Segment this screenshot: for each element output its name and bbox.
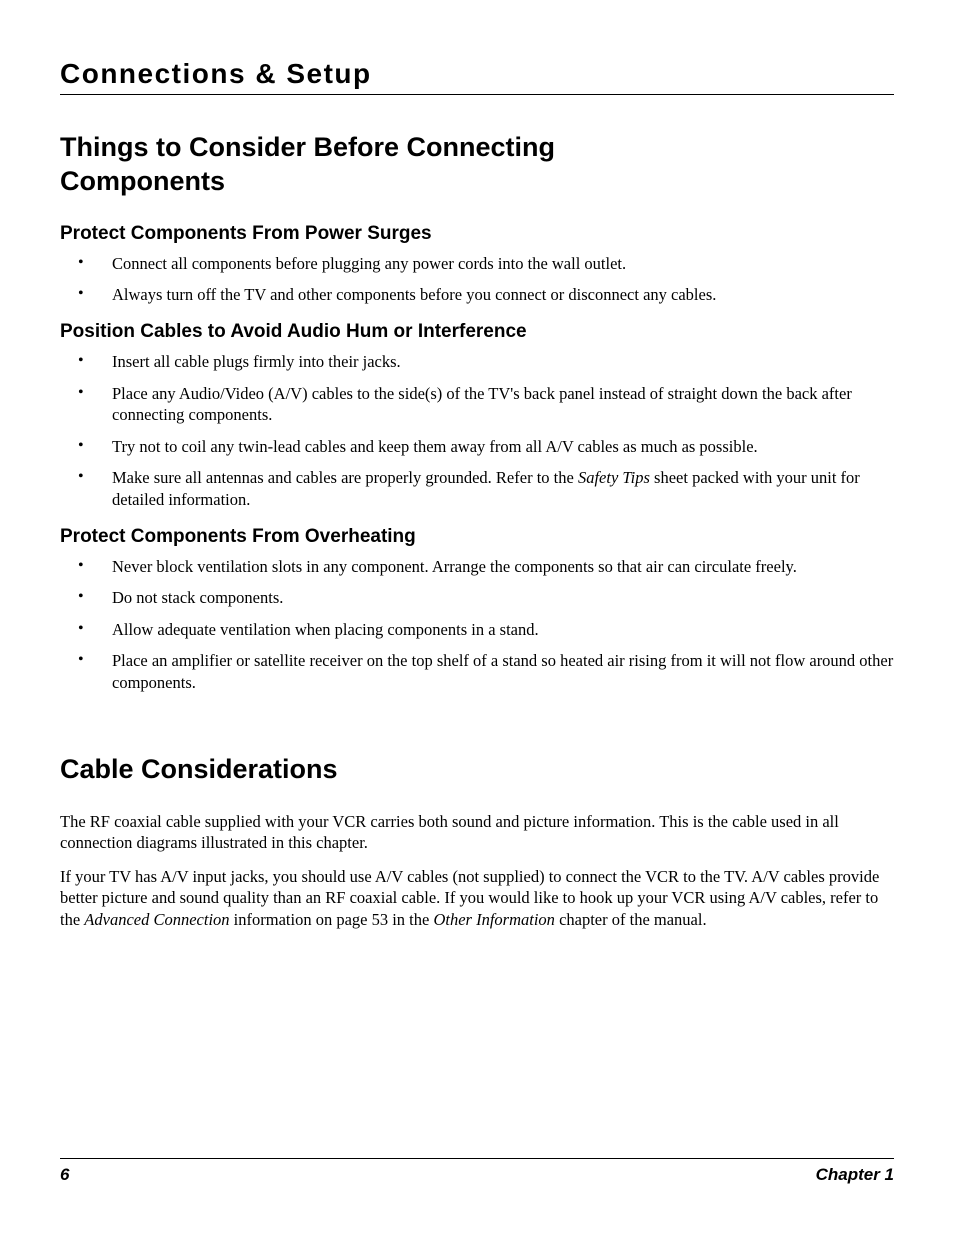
footer-rule bbox=[60, 1158, 894, 1159]
list-item: Never block ventilation slots in any com… bbox=[60, 556, 894, 577]
list-item: Place an amplifier or satellite receiver… bbox=[60, 650, 894, 693]
list-item: Connect all components before plugging a… bbox=[60, 253, 894, 274]
list-item: Make sure all antennas and cables are pr… bbox=[60, 467, 894, 510]
sub3-title: Protect Components From Overheating bbox=[60, 526, 894, 548]
section2-para2: If your TV has A/V input jacks, you shou… bbox=[60, 866, 894, 930]
list-item: Allow adequate ventilation when placing … bbox=[60, 619, 894, 640]
list-item: Do not stack components. bbox=[60, 587, 894, 608]
chapter-header: Connections & Setup bbox=[60, 58, 894, 90]
list-item: Always turn off the TV and other compone… bbox=[60, 284, 894, 305]
list-item: Try not to coil any twin-lead cables and… bbox=[60, 436, 894, 457]
page-number: 6 bbox=[60, 1165, 69, 1185]
sub1-title: Protect Components From Power Surges bbox=[60, 223, 894, 245]
section1-title: Things to Consider Before Connecting Com… bbox=[60, 131, 660, 199]
page-footer: 6 Chapter 1 bbox=[60, 1158, 894, 1185]
header-rule bbox=[60, 94, 894, 95]
sub3-list: Never block ventilation slots in any com… bbox=[60, 556, 894, 693]
sub2-title: Position Cables to Avoid Audio Hum or In… bbox=[60, 321, 894, 343]
section2-title: Cable Considerations bbox=[60, 753, 660, 787]
sub2-list: Insert all cable plugs firmly into their… bbox=[60, 351, 894, 510]
sub1-list: Connect all components before plugging a… bbox=[60, 253, 894, 306]
section2-para1: The RF coaxial cable supplied with your … bbox=[60, 811, 894, 854]
list-item: Insert all cable plugs firmly into their… bbox=[60, 351, 894, 372]
chapter-label: Chapter 1 bbox=[816, 1165, 894, 1185]
list-item: Place any Audio/Video (A/V) cables to th… bbox=[60, 383, 894, 426]
